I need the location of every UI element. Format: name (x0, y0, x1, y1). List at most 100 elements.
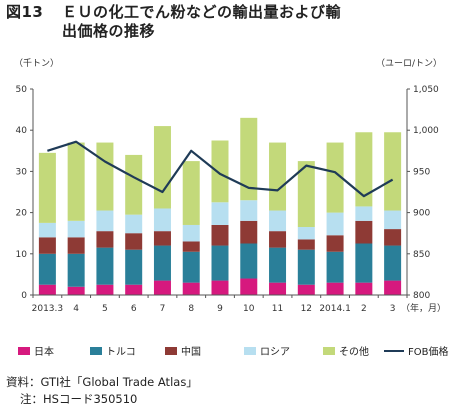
x-tick-label: 5 (102, 304, 108, 314)
title-line-2: 出価格の推移 (62, 22, 156, 40)
bar-turkey-11 (355, 243, 373, 283)
bar-turkey-1 (67, 253, 85, 287)
right-tick-label: 950 (413, 167, 430, 177)
bar-china-10 (326, 235, 344, 252)
bar-turkey-0 (38, 253, 56, 285)
bar-japan-7 (240, 278, 258, 295)
legend-item-japan: 日本 (18, 343, 54, 358)
bar-china-12 (384, 229, 402, 246)
bar-turkey-2 (96, 247, 114, 285)
bar-japan-5 (182, 282, 200, 295)
legend-swatch-fob (384, 349, 404, 352)
bar-other-3 (125, 154, 143, 215)
bar-china-7 (240, 220, 258, 244)
left-tick-label: 0 (21, 291, 27, 301)
right-tick-label: 850 (413, 250, 430, 260)
legend-item-china: 中国 (165, 343, 201, 358)
legend-swatch-turkey (90, 346, 102, 355)
bar-turkey-4 (153, 245, 171, 281)
source-note: 資料：GTI社「Global Trade Atlas」 (6, 375, 198, 389)
bar-other-9 (297, 161, 315, 228)
legend-item-other: その他 (323, 343, 369, 358)
bar-russia-7 (240, 200, 258, 221)
legend-label-china: 中国 (181, 347, 201, 358)
x-tick-label: 2014.1 (319, 304, 351, 314)
legend-swatch-other (323, 346, 335, 355)
bar-japan-3 (125, 284, 143, 295)
bar-other-11 (355, 132, 373, 207)
bar-russia-3 (125, 214, 143, 234)
figure-number: 図13 (6, 3, 44, 21)
left-tick-label: 20 (16, 209, 28, 219)
bar-russia-8 (269, 210, 287, 232)
bar-other-12 (384, 132, 402, 211)
legend-label-russia: ロシア (260, 347, 290, 358)
bar-japan-0 (38, 284, 56, 295)
x-axis-unit: （年，月） (401, 302, 446, 314)
left-tick-label: 40 (16, 126, 28, 136)
bar-russia-6 (211, 202, 229, 225)
x-tick-label: 8 (188, 304, 194, 314)
bar-turkey-8 (269, 247, 287, 283)
bar-china-1 (67, 237, 85, 254)
right-tick-label: 1,000 (413, 126, 439, 136)
bar-japan-10 (326, 282, 344, 295)
bar-russia-0 (38, 222, 56, 238)
x-tick-label: 10 (243, 304, 255, 314)
legend-item-turkey: トルコ (90, 343, 136, 358)
chart-area: 0 10 20 30 40 50 800 850 900 950 1,000 1,050 2013.3 4… (16, 85, 446, 314)
bar-russia-1 (67, 220, 85, 238)
legend-swatch-china (165, 346, 177, 355)
bar-turkey-12 (384, 245, 402, 281)
x-tick-label: 12 (301, 304, 312, 314)
bar-japan-8 (269, 282, 287, 295)
bar-china-4 (153, 231, 171, 246)
bar-russia-5 (182, 224, 200, 242)
bar-china-5 (182, 241, 200, 252)
legend-swatch-russia (244, 346, 256, 355)
legend-label-turkey: トルコ (106, 347, 136, 358)
bar-turkey-5 (182, 251, 200, 283)
bar-china-3 (125, 233, 143, 250)
bar-turkey-3 (125, 249, 143, 285)
bar-japan-11 (355, 282, 373, 295)
right-tick-label: 1,050 (413, 85, 439, 95)
bar-other-2 (96, 142, 114, 211)
legend-label-japan: 日本 (34, 347, 54, 358)
x-tick-label: 7 (160, 304, 166, 314)
bar-other-5 (182, 161, 200, 225)
bar-other-1 (67, 142, 85, 221)
bar-china-11 (355, 220, 373, 244)
x-tick-label: 6 (131, 304, 137, 314)
chart-title: 図13 ＥＵの化工でん粉などの輸出量および輸 出価格の推移 (6, 3, 341, 41)
x-tick-label: 2013.3 (32, 304, 64, 314)
bar-japan-6 (211, 280, 229, 295)
bar-russia-4 (153, 208, 171, 232)
right-axis-unit: （ユーロ/トン） (376, 59, 443, 69)
bar-china-2 (96, 231, 114, 248)
bar-turkey-6 (211, 245, 229, 281)
bar-russia-10 (326, 212, 344, 236)
bar-japan-4 (153, 280, 171, 295)
left-tick-label: 50 (16, 85, 28, 95)
bar-china-6 (211, 224, 229, 246)
bar-turkey-7 (240, 243, 258, 279)
x-tick-label: 2 (361, 304, 367, 314)
x-tick-label: 11 (272, 304, 283, 314)
legend-label-other: その他 (339, 347, 369, 358)
legend: 日本 トルコ 中国 ロシア その他 FOB価格 (18, 343, 448, 358)
bar-russia-9 (297, 227, 315, 240)
bar-japan-9 (297, 284, 315, 295)
bar-turkey-10 (326, 251, 344, 283)
bar-japan-1 (67, 286, 85, 295)
bar-other-10 (326, 142, 344, 213)
x-tick-label: 9 (217, 304, 223, 314)
right-tick-label: 800 (413, 291, 430, 301)
bar-japan-2 (96, 284, 114, 295)
left-axis-unit: （千トン） (14, 59, 60, 69)
bar-japan-12 (384, 280, 402, 295)
bar-russia-2 (96, 210, 114, 232)
fob-price-line (47, 140, 394, 198)
notes: 資料：GTI社「Global Trade Atlas」 注：HSコード35051… (6, 374, 198, 408)
x-tick-label: 3 (390, 304, 396, 314)
